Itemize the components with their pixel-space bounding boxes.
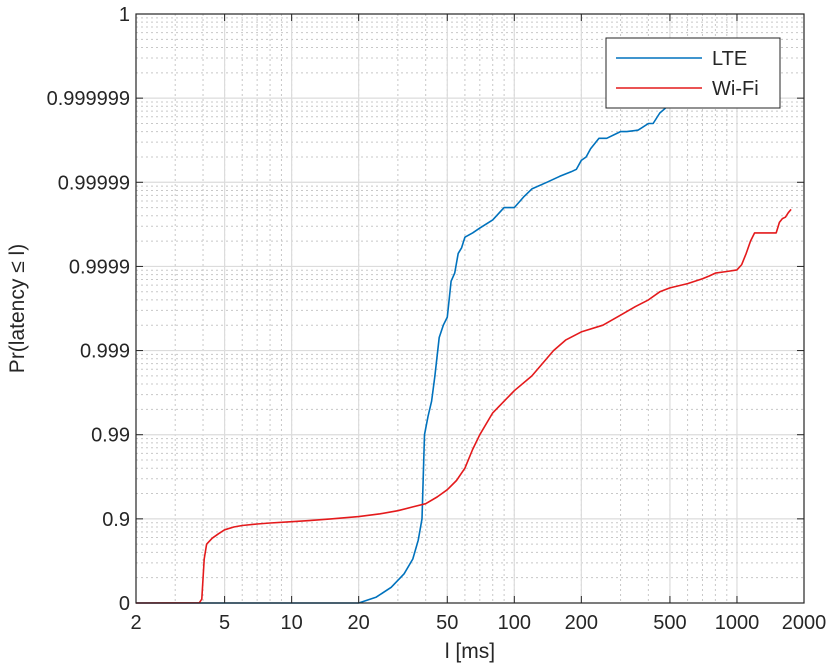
series-line-wi-fi [135,208,792,604]
y-tick-label: 0 [119,593,130,615]
series-line-lte [136,101,671,604]
legend-label-lte: LTE [712,48,747,70]
x-tick-label: 50 [436,612,458,634]
x-tick-label: 200 [565,612,598,634]
x-axis-label: l [ms] [445,640,495,663]
x-tick-label: 1000 [715,612,760,634]
y-tick-labels: 0 0.9 0.99 0.999 0.9999 0.99999 0.999999 1 [47,4,130,615]
y-axis-label: Pr(latency ≤ l) [6,244,29,373]
x-tick-label: 2 [130,612,141,634]
plot-frame [135,13,805,604]
y-tick-label: 0.9999 [69,256,130,278]
x-tick-label: 500 [653,612,686,634]
x-tick-label: 10 [281,612,303,634]
x-tick-label: 20 [348,612,370,634]
x-tick-labels: 2 5 10 20 50 100 200 500 1000 2000 [130,612,826,634]
tick-marks [135,13,805,604]
y-tick-label: 0.9 [102,509,130,531]
y-tick-label: 0.999999 [47,88,130,110]
x-tick-label: 2000 [782,612,827,634]
series-lines [135,101,792,604]
legend-box [605,37,781,109]
y-tick-label: 0.99 [91,425,130,447]
y-tick-label: 0.999 [80,341,130,363]
legend: LTE Wi-Fi [605,37,781,109]
legend-label-wi-fi: Wi-Fi [712,78,759,100]
x-tick-label: 100 [498,612,531,634]
x-tick-label: 5 [219,612,230,634]
y-tick-label: 0.99999 [58,172,130,194]
y-tick-label: 1 [119,4,130,26]
grid [136,14,804,603]
